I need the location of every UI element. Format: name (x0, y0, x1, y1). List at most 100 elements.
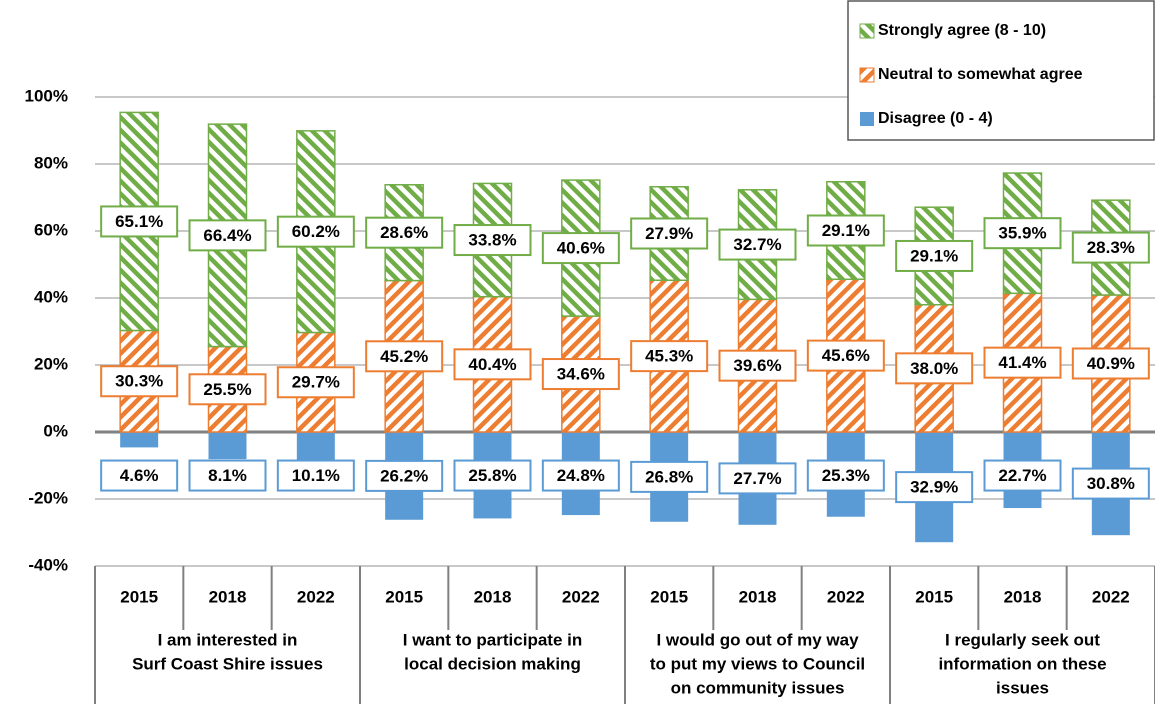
label-box (365, 216, 444, 249)
legend-swatch (860, 112, 874, 126)
data-label: 35.9% (998, 224, 1046, 243)
x-tick-label: 2022 (562, 587, 600, 606)
x-tick-label: 2015 (915, 587, 953, 606)
x-tick-label: 2018 (739, 587, 777, 606)
x-tick-label: 2015 (385, 587, 423, 606)
label-box (806, 339, 885, 372)
data-label: 60.2% (292, 222, 340, 241)
label-box (806, 459, 885, 492)
data-label: 25.8% (468, 466, 516, 485)
label-box (983, 346, 1062, 379)
data-label: 65.1% (115, 212, 163, 231)
label-box (276, 215, 355, 248)
x-tick-label: 2022 (827, 587, 865, 606)
label-box (983, 217, 1062, 250)
y-tick-label: 60% (34, 220, 68, 239)
group-label: on community issues (671, 678, 845, 697)
label-box (188, 459, 267, 492)
data-label: 34.6% (557, 365, 605, 384)
data-label: 32.7% (733, 235, 781, 254)
label-box (100, 365, 179, 398)
legend-swatch (859, 67, 875, 83)
group-label: to put my views to Council (650, 654, 865, 673)
label-box (1071, 467, 1150, 500)
group-label: Surf Coast Shire issues (132, 654, 323, 673)
y-tick-label: -20% (28, 488, 68, 507)
label-box (188, 219, 267, 252)
y-tick-label: 40% (34, 287, 68, 306)
data-label: 40.6% (557, 239, 605, 258)
data-label: 4.6% (120, 466, 159, 485)
data-label: 40.9% (1087, 354, 1135, 373)
x-tick-label: 2018 (474, 587, 512, 606)
data-label: 28.3% (1087, 238, 1135, 257)
group-label: I would go out of my way (656, 630, 859, 649)
label-box (100, 205, 179, 238)
data-label: 45.3% (645, 347, 693, 366)
label-box (276, 366, 355, 399)
data-label: 29.1% (822, 221, 870, 240)
x-tick-label: 2018 (1004, 587, 1042, 606)
data-label: 45.6% (822, 346, 870, 365)
data-label: 41.4% (998, 353, 1046, 372)
label-box (100, 459, 179, 492)
label-box (453, 224, 532, 257)
data-label: 28.6% (380, 223, 428, 242)
x-tick-label: 2022 (1092, 587, 1130, 606)
x-tick-label: 2022 (297, 587, 335, 606)
x-tick-label: 2018 (209, 587, 247, 606)
label-box (630, 217, 709, 250)
label-box (188, 373, 267, 406)
label-box (541, 232, 620, 265)
y-tick-label: 100% (25, 86, 68, 105)
data-label: 22.7% (998, 466, 1046, 485)
label-box (453, 459, 532, 492)
data-label: 26.8% (645, 467, 693, 486)
group-label: local decision making (404, 654, 581, 673)
label-box (1071, 347, 1150, 380)
data-label: 30.8% (1087, 474, 1135, 493)
group-label: I want to participate in (403, 630, 582, 649)
label-box (895, 352, 974, 385)
data-label: 38.0% (910, 359, 958, 378)
legend-label: Strongly agree (8 - 10) (878, 22, 1046, 39)
data-label: 45.2% (380, 347, 428, 366)
label-box (365, 459, 444, 492)
label-box (365, 340, 444, 373)
data-label: 29.7% (292, 373, 340, 392)
data-label: 29.1% (910, 246, 958, 265)
data-label: 27.9% (645, 224, 693, 243)
x-tick-label: 2015 (120, 587, 158, 606)
label-box (1071, 231, 1150, 264)
y-tick-label: 20% (34, 354, 68, 373)
group-label: I am interested in (158, 630, 298, 649)
legend-label: Neutral to somewhat agree (878, 66, 1083, 83)
data-label: 40.4% (468, 355, 516, 374)
data-label: 33.8% (468, 231, 516, 250)
y-tick-label: -40% (28, 555, 68, 574)
data-label: 26.2% (380, 466, 428, 485)
data-label: 25.5% (203, 380, 251, 399)
bar-segment (120, 432, 159, 448)
bar-segment (208, 432, 247, 460)
y-tick-label: 0% (43, 421, 68, 440)
label-box (983, 459, 1062, 492)
legend-swatch (859, 23, 875, 39)
label-box (276, 459, 355, 492)
group-label: I regularly seek out (945, 630, 1100, 649)
data-label: 27.7% (733, 469, 781, 488)
data-label: 39.6% (733, 356, 781, 375)
y-tick-label: 80% (34, 153, 68, 172)
label-box (718, 349, 797, 382)
label-box (630, 340, 709, 373)
group-label: information on these (938, 654, 1106, 673)
legend-label: Disagree (0 - 4) (878, 110, 993, 127)
legend-box (847, 0, 1155, 141)
data-label: 24.8% (557, 466, 605, 485)
label-box (895, 239, 974, 272)
data-label: 25.3% (822, 466, 870, 485)
data-label: 32.9% (910, 478, 958, 497)
x-tick-label: 2015 (650, 587, 688, 606)
label-box (806, 214, 885, 247)
